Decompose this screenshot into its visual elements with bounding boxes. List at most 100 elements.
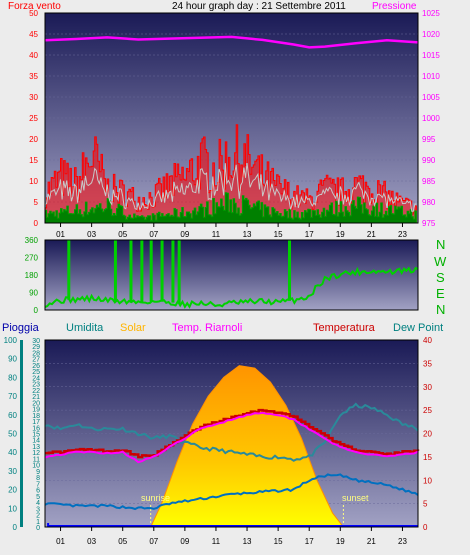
pressure-axis-tick-label: 980 — [422, 198, 436, 207]
umidita-axis-tick-label: 23 — [32, 382, 40, 389]
wind-axis-tick-label: 45 — [29, 30, 38, 39]
chart-title: 24 hour graph day : 21 Settembre 2011 — [172, 1, 346, 12]
umidita-axis-tick-label: 0 — [36, 525, 40, 532]
top-x-tick-label: 05 — [118, 230, 127, 239]
temp-axis-tick-label: 15 — [423, 453, 432, 462]
wind-direction-spike — [160, 240, 164, 302]
top-x-tick-label: 03 — [87, 230, 96, 239]
pioggia-axis-tick-label: 0 — [13, 523, 18, 532]
umidita-axis-tick-label: 30 — [32, 338, 40, 345]
pioggia-axis-tick-label: 100 — [4, 336, 18, 345]
umidita-axis-tick-label: 22 — [32, 388, 40, 395]
wind-gust-series — [44, 124, 417, 224]
bottom-x-tick-label: 21 — [367, 537, 376, 546]
pioggia-axis-tick-label: 80 — [8, 373, 17, 382]
humidity-line — [44, 402, 419, 462]
umidita-axis-tick-label: 29 — [32, 344, 40, 351]
umidita-axis-tick-label: 14 — [32, 438, 40, 445]
wind-direction-spike — [149, 240, 153, 302]
umidita-axis-tick-label: 3 — [36, 506, 40, 513]
umidita-axis-tick-label: 15 — [32, 432, 40, 439]
bottom-x-tick-label: 11 — [212, 537, 221, 546]
wind-direction-spike — [113, 240, 117, 301]
compass-n-top: N — [436, 237, 445, 252]
top-x-tick-label: 07 — [149, 230, 158, 239]
temp-axis-tick-label: 40 — [423, 336, 432, 345]
bottom-x-tick-label: 23 — [398, 537, 407, 546]
wind-axis-tick-label: 25 — [29, 114, 38, 123]
umidita-axis-tick-label: 12 — [32, 450, 40, 457]
temp-riarnoli-label: Temp. Riarnoli — [172, 322, 242, 334]
umidita-axis-tick-label: 4 — [36, 500, 40, 507]
wind-mean-line — [44, 163, 417, 212]
compass-w: W — [434, 254, 447, 269]
pioggia-label: Pioggia — [2, 322, 40, 334]
bottom-x-tick-label: 01 — [56, 537, 65, 546]
bottom-x-tick-label: 03 — [87, 537, 96, 546]
top-x-tick-label: 19 — [336, 230, 345, 239]
wind-axis-tick-label: 10 — [29, 177, 38, 186]
umidita-axis-tick-label: 11 — [33, 456, 40, 463]
umidita-axis-tick-label: 13 — [32, 444, 40, 451]
top-x-tick-label: 11 — [212, 230, 221, 239]
umidita-axis-tick-label: 20 — [32, 400, 40, 407]
pioggia-axis-bar — [20, 340, 23, 527]
umidita-axis-tick-label: 24 — [32, 375, 40, 382]
umidita-axis-tick-label: 5 — [36, 494, 40, 501]
umidita-axis-tick-label: 10 — [32, 463, 40, 470]
bottom-x-tick-label: 13 — [243, 537, 252, 546]
umidita-axis-tick-label: 21 — [32, 394, 40, 401]
wind-direction-spike — [129, 240, 133, 302]
bottom-plot-border — [44, 339, 419, 528]
umidita-axis-tick-label: 25 — [32, 369, 40, 376]
pressure-line — [44, 35, 419, 49]
pioggia-axis-tick-label: 50 — [8, 430, 17, 439]
pioggia-axis-tick-label: 70 — [8, 392, 17, 401]
pressure-axis-tick-label: 1000 — [422, 114, 440, 123]
pioggia-axis-tick-label: 20 — [8, 486, 17, 495]
bottom-x-tick-label: 07 — [149, 537, 158, 546]
temp-axis-tick-label: 10 — [423, 476, 432, 485]
pressure-axis-tick-label: 995 — [422, 135, 436, 144]
temp-axis-tick-label: 35 — [423, 359, 432, 368]
temp-riarnoli-line — [44, 411, 419, 464]
wind-direction-line — [44, 266, 419, 309]
pressure-axis-tick-label: 990 — [422, 156, 436, 165]
wind-axis-tick-label: 20 — [29, 135, 38, 144]
wind-axis-tick-label: 40 — [29, 51, 38, 60]
direction-axis-tick-label: 90 — [29, 289, 38, 298]
pressure-axis-tick-label: 1015 — [422, 51, 440, 60]
umidita-axis-tick-label: 26 — [32, 363, 40, 370]
umidita-axis-tick-label: 2 — [36, 513, 40, 520]
solar-area — [150, 365, 345, 528]
wind-avg-series — [44, 192, 417, 224]
umidita-axis-tick-label: 6 — [36, 488, 40, 495]
pressure-axis-tick-label: 1010 — [422, 72, 440, 81]
bottom-x-tick-label: 05 — [118, 537, 127, 546]
top-x-tick-label: 01 — [56, 230, 65, 239]
bottom-x-tick-label: 19 — [336, 537, 345, 546]
umidita-axis-tick-label: 27 — [32, 357, 40, 364]
umidita-axis-tick-label: 19 — [32, 407, 40, 414]
pioggia-axis-tick-label: 90 — [8, 355, 17, 364]
wind-direction-spike — [171, 240, 175, 303]
temp-axis-tick-label: 25 — [423, 406, 432, 415]
compass-s: S — [436, 270, 445, 285]
dew-point-label: Dew Point — [393, 322, 443, 334]
wind-axis-tick-label: 50 — [29, 9, 38, 18]
bottom-x-tick-label: 15 — [274, 537, 283, 546]
temp-axis-tick-label: 20 — [423, 430, 432, 439]
umidita-axis-tick-label: 9 — [36, 469, 40, 476]
pressure-axis-tick-label: 975 — [422, 219, 436, 228]
umidita-axis-tick-label: 7 — [36, 481, 40, 488]
pioggia-axis-tick-label: 30 — [8, 467, 17, 476]
sunrise-label: sunrise — [141, 493, 170, 503]
pioggia-axis-tick-label: 40 — [8, 448, 17, 457]
pressure-axis-tick-label: 1005 — [422, 93, 440, 102]
wind-axis-tick-label: 35 — [29, 72, 38, 81]
umidita-axis-tick-label: 1 — [36, 519, 40, 526]
direction-axis-tick-label: 180 — [25, 271, 39, 280]
umidita-axis-tick-label: 8 — [36, 475, 40, 482]
bottom-x-tick-label: 09 — [180, 537, 189, 546]
